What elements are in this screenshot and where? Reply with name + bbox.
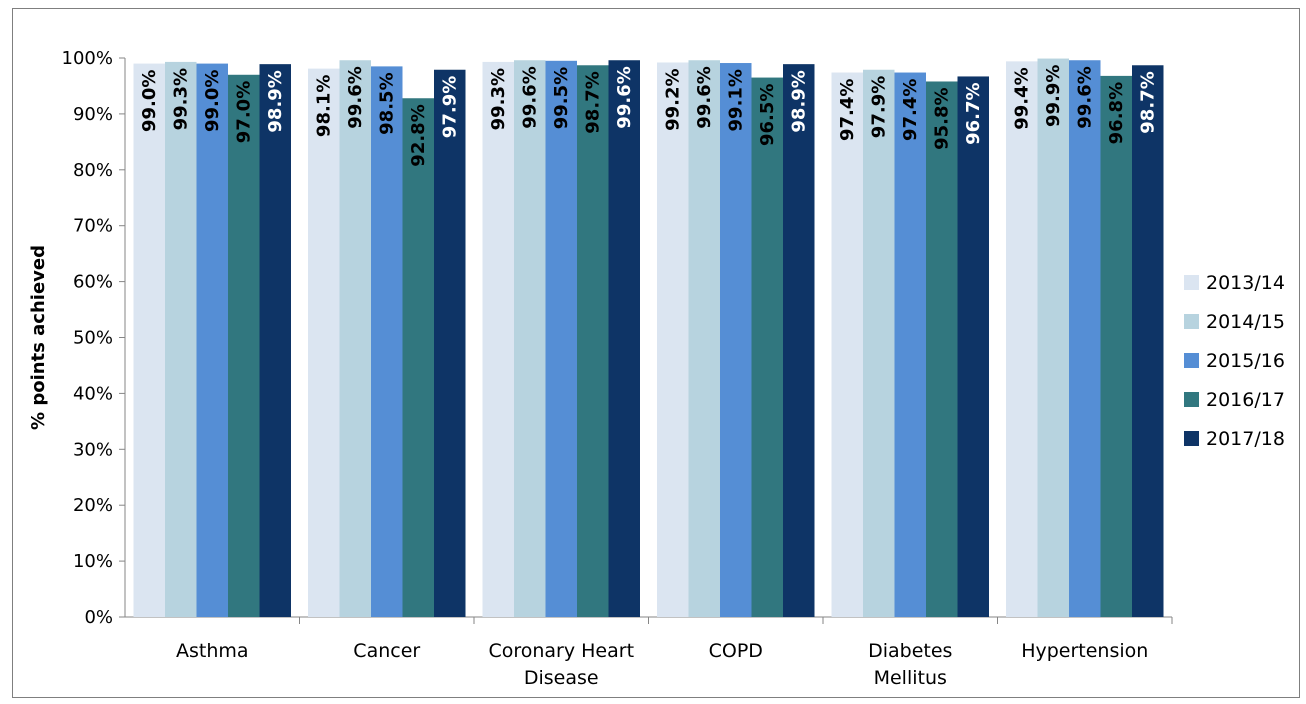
data-label: 97.4% [900,79,921,141]
data-label: 99.3% [488,68,509,130]
bar [957,76,989,617]
legend-label: 2017/18 [1206,428,1285,450]
bar [894,72,926,617]
legend-swatch [1184,431,1199,446]
data-label: 96.8% [1106,82,1127,144]
data-label: 98.7% [583,71,604,133]
y-tick-label: 10% [73,551,113,572]
y-tick-label: 40% [73,383,113,404]
legend-swatch [1184,314,1199,329]
x-tick-label: Disease [524,667,599,689]
bar [371,66,403,617]
data-label: 99.6% [1075,66,1096,128]
data-label: 98.5% [377,72,398,134]
bar [1037,58,1069,617]
data-label: 99.6% [520,66,541,128]
data-label: 95.8% [932,87,953,149]
bar [657,62,689,618]
data-label: 99.9% [1043,65,1064,127]
y-tick-label: 60% [73,272,113,293]
bar [1100,75,1132,617]
data-label: 99.0% [202,70,223,132]
bar [1132,65,1164,618]
bar [228,74,260,617]
legend-swatch [1184,353,1199,368]
data-label: 98.9% [265,70,286,132]
bar [434,69,466,617]
bar [1006,61,1038,617]
data-label: 98.7% [1138,71,1159,133]
data-label: 97.9% [869,76,890,138]
data-label: 99.3% [171,68,192,130]
bar [863,69,895,617]
bar [133,63,165,617]
data-label: 92.8% [408,104,429,166]
y-tick-label: 70% [73,216,113,237]
data-label: 96.7% [963,82,984,144]
data-label: 99.0% [139,70,160,132]
bar [831,72,863,617]
data-label: 99.6% [345,66,366,128]
legend: 2013/14 2014/15 2015/16 2016/17 2017/18 [1184,272,1285,450]
legend-label: 2014/15 [1206,311,1285,333]
bar [783,64,815,618]
bar [1069,60,1101,617]
bars [133,58,1164,618]
x-tick-label: Coronary Heart [488,640,634,662]
y-tick-label: 80% [73,160,113,181]
y-tick-label: 50% [73,328,113,349]
data-label: 99.6% [614,66,635,128]
bar [402,98,434,618]
y-axis-title: % points achieved [28,245,49,430]
bar [688,60,720,617]
bar [482,61,514,617]
y-tick-label: 20% [73,495,113,516]
legend-label: 2016/17 [1206,389,1285,411]
bar [196,63,228,617]
x-tick-label: Diabetes [868,640,952,662]
bar [545,60,577,618]
data-label: 97.9% [440,76,461,138]
axes: 0% 10% 20% 30% 40% 50% 60% 70% 80% 90% 100% % point… [28,48,1173,689]
bar [751,77,783,617]
data-label: 99.4% [1012,67,1033,129]
x-tick-label: Cancer [353,640,420,662]
data-label: 97.4% [837,79,858,141]
y-tick-label: 0% [84,607,113,628]
y-tick-label: 90% [73,104,113,125]
bar [259,64,291,618]
x-tick-label: Hypertension [1021,640,1148,662]
bar [720,63,752,617]
bar [514,60,546,617]
data-label: 99.5% [551,67,572,129]
legend-label: 2013/14 [1206,272,1285,294]
y-tick-label: 30% [73,439,113,460]
legend-swatch [1184,392,1199,407]
x-tick-label: COPD [709,640,763,662]
data-label: 97.0% [234,81,255,143]
x-tick-label: Mellitus [874,667,947,689]
data-label: 98.1% [314,75,335,137]
data-label: 99.1% [726,69,747,131]
data-labels: 99.0% 99.3% 99.0% 97.0% 98.9% 98.1% 99.6% 98.5%… [139,65,1159,167]
x-tick-label: Asthma [176,640,249,662]
data-label: 98.9% [789,70,810,132]
bar [608,60,640,617]
bar [339,60,371,617]
data-label: 99.6% [694,66,715,128]
bar [926,81,958,617]
bar [308,68,340,618]
bar [577,65,609,618]
data-label: 96.5% [757,84,778,146]
y-tick-label: 100% [62,48,113,69]
bar [165,61,197,617]
legend-label: 2015/16 [1206,350,1285,372]
legend-swatch [1184,275,1199,290]
data-label: 99.2% [663,68,684,130]
